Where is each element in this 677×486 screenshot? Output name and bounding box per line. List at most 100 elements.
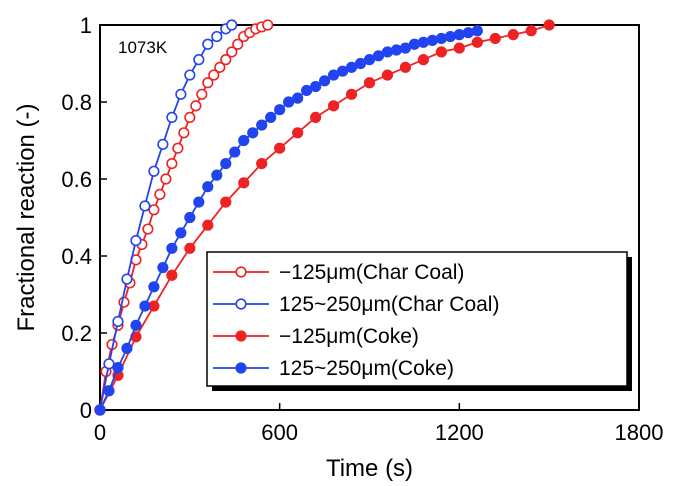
y-tick-label: 0.2: [61, 321, 92, 346]
data-point: [327, 100, 340, 112]
data-point: [238, 134, 250, 147]
data-point: [157, 138, 169, 150]
y-tick-label: 0.4: [61, 244, 92, 269]
y-tick-label: 0: [80, 398, 92, 423]
series-1: [94, 19, 238, 416]
data-point: [166, 111, 178, 123]
data-point: [190, 100, 202, 112]
data-point: [208, 69, 220, 81]
data-point: [202, 77, 214, 89]
data-point: [256, 119, 268, 131]
data-point: [363, 77, 376, 89]
data-point: [226, 19, 238, 31]
plot-frame: [99, 24, 640, 411]
data-point: [157, 261, 169, 274]
data-point: [462, 27, 474, 39]
plot-area: [99, 24, 640, 411]
series-3: [94, 25, 483, 416]
data-point: [166, 269, 178, 281]
data-point: [166, 158, 178, 170]
data-point: [363, 54, 376, 66]
data-point: [262, 19, 274, 31]
data-point: [399, 61, 412, 73]
data-point: [184, 111, 196, 123]
data-point: [247, 127, 259, 139]
data-point: [381, 46, 394, 58]
legend: −125μm(Char Coal) 125~250μm(Char Coal) −12…: [206, 251, 632, 391]
data-point: [292, 127, 304, 139]
data-point: [489, 32, 501, 45]
data-point: [310, 80, 322, 93]
data-point: [292, 92, 304, 104]
data-point: [148, 281, 160, 293]
data-point: [525, 25, 537, 37]
data-point: [417, 36, 430, 48]
data-point: [399, 42, 412, 54]
data-point: [435, 46, 447, 58]
data-point: [184, 211, 196, 224]
data-point: [435, 32, 447, 45]
data-point: [130, 319, 142, 331]
axis-ticks: 0 600 1200 1800 0 0.2 0.4 0.6 0.8 1: [61, 13, 663, 445]
data-point: [265, 111, 277, 123]
data-point: [226, 46, 238, 58]
data-point: [130, 235, 142, 247]
data-point: [121, 342, 133, 355]
data-point: [426, 34, 438, 47]
x-tick-label: 1200: [435, 420, 484, 445]
data-point: [444, 30, 456, 43]
x-tick-label: 1800: [615, 420, 664, 445]
temperature-annotation: 1073K: [118, 38, 168, 57]
data-point: [175, 227, 187, 239]
data-point: [142, 223, 154, 235]
legend-marker: [235, 298, 247, 310]
data-point: [103, 385, 115, 397]
data-point: [211, 169, 223, 181]
y-axis-title: Fractional reaction (-): [13, 103, 40, 331]
y-tick-label: 0.6: [61, 167, 92, 192]
data-point: [390, 44, 403, 56]
data-point: [238, 177, 250, 189]
data-point: [453, 42, 465, 54]
data-point: [148, 165, 160, 177]
data-point: [327, 69, 340, 81]
legend-label: 125~250μm(Char Coal): [279, 293, 499, 316]
data-point: [184, 69, 196, 81]
x-tick-label: 0: [94, 420, 106, 445]
data-point: [172, 142, 184, 154]
data-point: [112, 315, 124, 328]
data-point: [543, 19, 555, 31]
data-point: [381, 69, 394, 81]
data-point: [229, 146, 241, 158]
data-point: [166, 242, 178, 254]
legend-label: 125~250μm(Coke): [279, 357, 454, 380]
data-point: [175, 88, 187, 100]
legend-marker: [235, 330, 247, 342]
data-point: [408, 38, 421, 50]
data-point: [283, 96, 295, 108]
data-point: [274, 142, 286, 154]
data-point: [274, 104, 286, 116]
data-point: [202, 181, 214, 193]
data-point: [345, 61, 358, 73]
x-axis-title: Time (s): [326, 455, 413, 482]
data-point: [202, 38, 214, 50]
data-point: [471, 36, 483, 48]
data-point: [148, 300, 160, 312]
data-point: [318, 75, 331, 87]
data-point: [301, 84, 313, 97]
data-point: [154, 188, 166, 200]
data-point: [196, 88, 208, 100]
data-point: [214, 61, 226, 73]
data-point: [121, 273, 133, 285]
x-tick-label: 600: [261, 420, 298, 445]
data-point: [417, 54, 430, 66]
data-point: [103, 358, 115, 370]
data-point: [220, 54, 232, 66]
data-point: [336, 65, 349, 77]
data-point: [184, 242, 196, 254]
legend-marker: [235, 266, 247, 278]
y-tick-label: 1: [80, 13, 92, 38]
data-point: [139, 300, 151, 312]
data-point: [310, 111, 322, 123]
